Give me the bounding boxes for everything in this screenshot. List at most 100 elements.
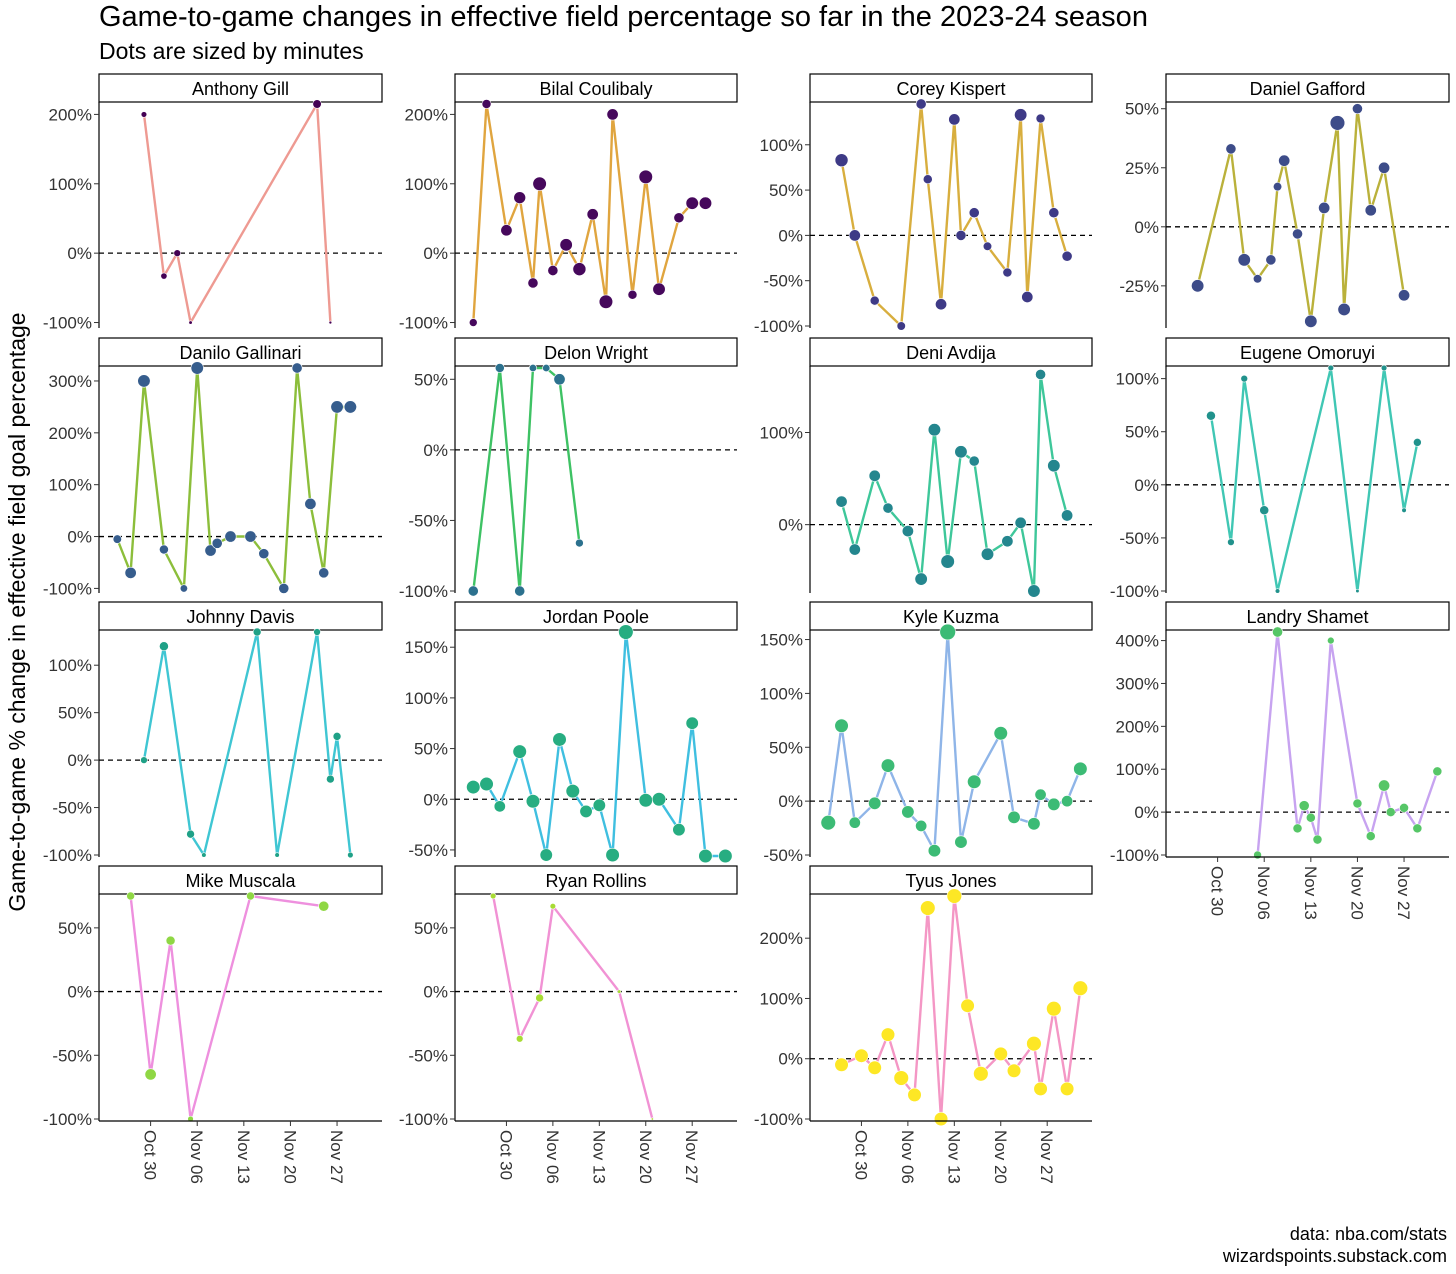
facet-panel: Daniel Gafford -25% 0% 25% 50% bbox=[1119, 73, 1450, 328]
caption-source: data: nba.com/stats bbox=[1289, 1224, 1447, 1244]
data-point bbox=[1061, 509, 1074, 522]
y-tick-label: 50% bbox=[769, 738, 803, 757]
data-point bbox=[1378, 161, 1391, 174]
data-point bbox=[512, 744, 527, 759]
data-point bbox=[1413, 438, 1422, 447]
data-point bbox=[893, 1070, 909, 1086]
data-point bbox=[565, 784, 580, 799]
data-point bbox=[652, 282, 666, 296]
y-tick-label: 50% bbox=[414, 919, 448, 938]
facet-panel: Delon Wright -100% -50% 0% 50% bbox=[399, 337, 738, 601]
data-point bbox=[915, 819, 928, 832]
data-point bbox=[1337, 302, 1351, 317]
data-point bbox=[494, 363, 505, 373]
x-tick-label: Nov 13 bbox=[234, 1130, 253, 1184]
series-line bbox=[1196, 107, 1406, 323]
series-line bbox=[142, 630, 352, 857]
facet-label: Corey Kispert bbox=[896, 79, 1005, 99]
y-tick-label: -100% bbox=[399, 314, 448, 333]
data-point bbox=[539, 848, 553, 862]
y-tick-label: 100% bbox=[1116, 760, 1159, 779]
data-point bbox=[515, 1034, 524, 1043]
y-tick-label: 0% bbox=[778, 1050, 803, 1069]
data-point bbox=[968, 455, 980, 467]
y-tick-label: 100% bbox=[760, 136, 803, 155]
facet-panel: Bilal Coulibaly -100% 0% 100% 200% bbox=[399, 73, 738, 333]
y-tick-label: 50% bbox=[1125, 100, 1159, 119]
data-point bbox=[124, 566, 137, 579]
data-point bbox=[1006, 1063, 1022, 1078]
data-point bbox=[1072, 980, 1089, 996]
y-tick-label: 100% bbox=[760, 684, 803, 703]
data-point bbox=[1061, 795, 1074, 808]
data-point bbox=[685, 196, 699, 210]
data-point bbox=[968, 207, 980, 219]
data-point bbox=[204, 544, 217, 557]
data-point bbox=[1259, 505, 1270, 516]
data-point bbox=[993, 726, 1008, 741]
y-tick-label: 200% bbox=[405, 105, 448, 124]
y-tick-label: 100% bbox=[49, 476, 92, 495]
data-point bbox=[617, 989, 622, 994]
facet-panel: Deni Avdija 0% 100% bbox=[760, 337, 1093, 598]
data-point bbox=[330, 400, 344, 414]
data-point bbox=[598, 294, 614, 309]
y-tick-label: 0% bbox=[423, 983, 448, 1002]
x-tick-label: Nov 06 bbox=[187, 1130, 206, 1184]
data-point bbox=[954, 445, 968, 459]
facet-strip bbox=[809, 337, 1093, 367]
data-point bbox=[1365, 831, 1376, 841]
y-tick-label: 200% bbox=[1116, 717, 1159, 736]
data-point bbox=[553, 373, 566, 386]
y-tick-label: 100% bbox=[49, 175, 92, 194]
data-point bbox=[160, 272, 168, 280]
data-point bbox=[834, 1057, 849, 1072]
data-point bbox=[1380, 364, 1388, 372]
data-point bbox=[126, 891, 135, 901]
facet-panel: Johnny Davis -100% -50% 0% 50% 100% bbox=[43, 601, 383, 865]
data-point bbox=[481, 99, 492, 109]
y-tick-label: 50% bbox=[58, 919, 92, 938]
facet-panel: Anthony Gill -100% 0% 100% 200% bbox=[43, 73, 383, 333]
data-point bbox=[326, 774, 335, 784]
data-point bbox=[514, 585, 526, 597]
data-point bbox=[948, 113, 961, 126]
data-point bbox=[907, 1087, 922, 1102]
data-point bbox=[1061, 250, 1073, 262]
data-point bbox=[1298, 800, 1310, 812]
data-point bbox=[1026, 1036, 1042, 1052]
caption-site: wizardspoints.substack.com bbox=[1222, 1246, 1447, 1266]
data-point bbox=[606, 108, 619, 121]
data-point bbox=[673, 212, 685, 224]
y-tick-label: 50% bbox=[1125, 423, 1159, 442]
data-point bbox=[834, 718, 849, 733]
data-point bbox=[1312, 834, 1323, 845]
data-point bbox=[1352, 798, 1363, 809]
facet-label: Eugene Omoruyi bbox=[1240, 343, 1375, 363]
facet-label: Deni Avdija bbox=[906, 343, 997, 363]
data-point bbox=[920, 900, 936, 916]
y-tick-label: 0% bbox=[778, 516, 803, 535]
data-point bbox=[1073, 761, 1088, 776]
data-point bbox=[304, 497, 317, 510]
y-tick-label: -100% bbox=[43, 1110, 92, 1129]
data-point bbox=[1329, 115, 1346, 131]
x-tick-label: Nov 27 bbox=[327, 1130, 346, 1184]
y-tick-label: 100% bbox=[405, 689, 448, 708]
data-point bbox=[572, 262, 587, 276]
data-point bbox=[1047, 459, 1061, 473]
data-point bbox=[940, 554, 955, 569]
data-point bbox=[211, 537, 223, 549]
data-point bbox=[188, 320, 193, 325]
data-point bbox=[186, 829, 195, 839]
data-point bbox=[528, 363, 537, 373]
y-tick-label: 0% bbox=[1134, 218, 1159, 237]
data-point bbox=[1304, 314, 1318, 328]
data-point bbox=[468, 318, 478, 327]
x-tick-label: Nov 27 bbox=[1037, 1130, 1056, 1184]
y-tick-label: -100% bbox=[43, 314, 92, 333]
y-tick-label: -50% bbox=[408, 841, 448, 860]
series-line bbox=[827, 630, 1082, 852]
x-tick-label: Nov 20 bbox=[280, 1130, 299, 1184]
data-point bbox=[1412, 823, 1423, 834]
